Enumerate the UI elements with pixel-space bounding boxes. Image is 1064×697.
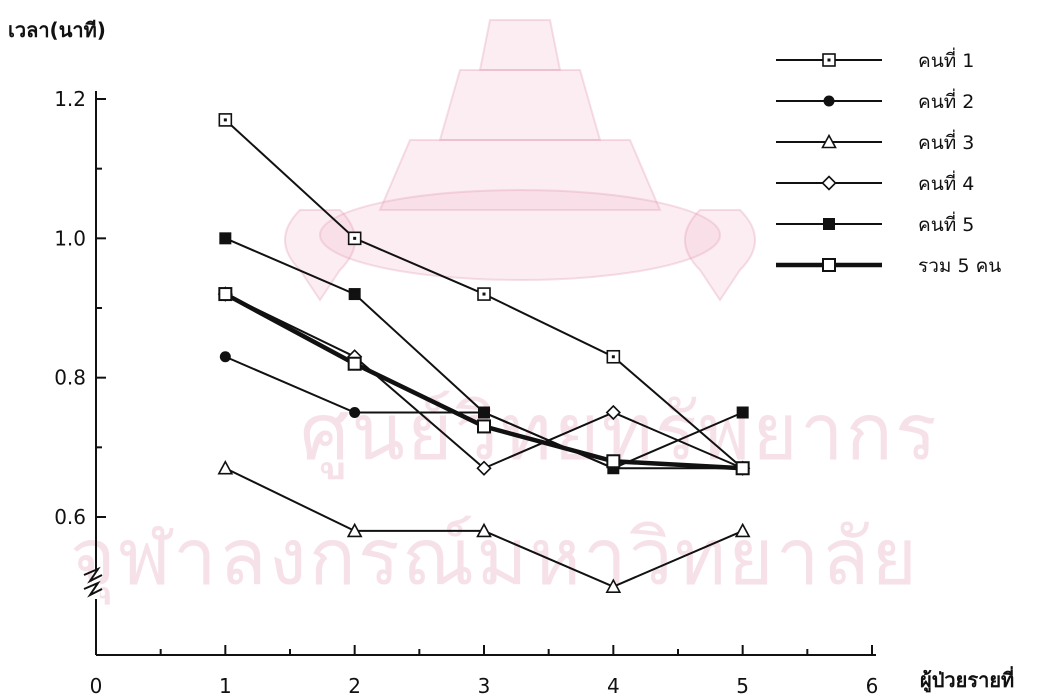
legend-marker <box>821 133 837 149</box>
x-tick-label: 4 <box>607 674 620 697</box>
marker-circle <box>219 351 231 363</box>
data-point <box>477 287 491 301</box>
marker-circle <box>349 407 361 418</box>
data-point <box>734 522 751 538</box>
legend-item: รวม 5 คน <box>776 255 1001 277</box>
marker-circle <box>823 95 835 107</box>
x-tick-label: 3 <box>478 674 491 697</box>
legend-label: คนที่ 3 <box>918 129 974 154</box>
x-tick-label: 6 <box>866 674 879 697</box>
marker-dot <box>611 355 615 359</box>
data-point <box>478 406 490 419</box>
y-tick-label: 1.2 <box>54 87 86 111</box>
marker-triangle <box>217 460 234 475</box>
series-3-markers <box>217 460 751 593</box>
series-4-markers <box>217 286 751 476</box>
y-tick-label: 1.0 <box>54 226 86 250</box>
marker-open-square <box>822 258 836 272</box>
data-point <box>476 522 492 538</box>
series-line <box>224 292 743 471</box>
legend-label: คนที่ 4 <box>918 170 974 195</box>
data-point <box>218 287 233 302</box>
marker-dot <box>482 292 486 296</box>
marker-filled-square <box>823 218 835 230</box>
legend-item: คนที่ 2 <box>776 88 974 113</box>
marker-filled-square <box>348 288 361 301</box>
marker-dot <box>353 236 357 240</box>
data-point <box>735 461 750 476</box>
legend-item: คนที่ 3 <box>776 129 974 154</box>
legend-marker <box>823 95 835 107</box>
marker-open-square <box>477 419 491 434</box>
data-point <box>349 407 361 418</box>
marker-triangle <box>821 133 837 149</box>
legend-marker <box>822 53 836 67</box>
marker-triangle <box>346 522 363 538</box>
marker-dot <box>223 118 227 122</box>
legend-label: คนที่ 1 <box>918 47 974 72</box>
data-point <box>605 404 621 421</box>
marker-filled-square <box>219 232 232 245</box>
x-tick-label: 1 <box>219 674 232 697</box>
marker-triangle <box>476 522 492 538</box>
legend: คนที่ 1 คนที่ 2 คนที่ 3 คนที่ 4 คนที่ 5 รวม 5… <box>776 47 1001 277</box>
data-point <box>347 356 362 371</box>
legend-marker <box>821 175 837 191</box>
legend-label: รวม 5 คน <box>918 255 1001 277</box>
series-6-markers <box>218 287 750 476</box>
legend-marker <box>822 258 836 272</box>
x-tick-label: 2 <box>348 674 361 697</box>
data-point <box>736 406 749 419</box>
axis-break-mark-top <box>83 566 103 584</box>
data-point <box>217 460 234 475</box>
data-point <box>218 113 233 127</box>
marker-open-square <box>218 287 233 302</box>
series-6 <box>224 292 743 471</box>
legend-item: คนที่ 4 <box>776 170 974 195</box>
data-point <box>476 460 492 476</box>
series-group <box>217 113 751 593</box>
data-point <box>348 288 361 301</box>
marker-diamond <box>605 404 621 421</box>
legend-label: คนที่ 5 <box>918 211 974 236</box>
data-point <box>219 351 231 363</box>
x-axis-label: ผู้ป่วยรายที่ <box>920 668 1015 692</box>
x-tick-label: 5 <box>736 674 749 697</box>
y-axis-label: เวลา(นาที) <box>8 18 106 42</box>
series-4 <box>224 293 744 470</box>
marker-filled-square <box>478 406 490 419</box>
legend-item: คนที่ 5 <box>776 211 974 236</box>
y-tick-label: 0.6 <box>54 505 86 529</box>
marker-diamond <box>821 175 837 191</box>
marker-open-square <box>347 356 362 371</box>
marker-open-square <box>606 454 621 469</box>
marker-open-square <box>735 461 750 476</box>
axis-break-mark-bottom <box>83 580 103 598</box>
data-point <box>219 232 232 245</box>
legend-label: คนที่ 2 <box>918 88 974 113</box>
marker-dot <box>827 58 831 62</box>
marker-triangle <box>605 578 622 593</box>
series-line <box>224 293 744 470</box>
data-point <box>606 349 621 364</box>
data-point <box>346 522 363 538</box>
marker-triangle <box>734 522 751 538</box>
marker-filled-square <box>736 406 749 419</box>
marker-diamond <box>476 460 492 476</box>
data-point <box>606 454 621 469</box>
x-tick-label: 0 <box>90 674 103 697</box>
data-point <box>605 578 622 593</box>
y-tick-label: 0.8 <box>54 366 86 390</box>
legend-marker <box>823 218 835 230</box>
data-point <box>347 231 362 246</box>
data-point <box>477 419 491 434</box>
legend-item: คนที่ 1 <box>776 47 974 72</box>
series-5-markers <box>219 232 749 475</box>
